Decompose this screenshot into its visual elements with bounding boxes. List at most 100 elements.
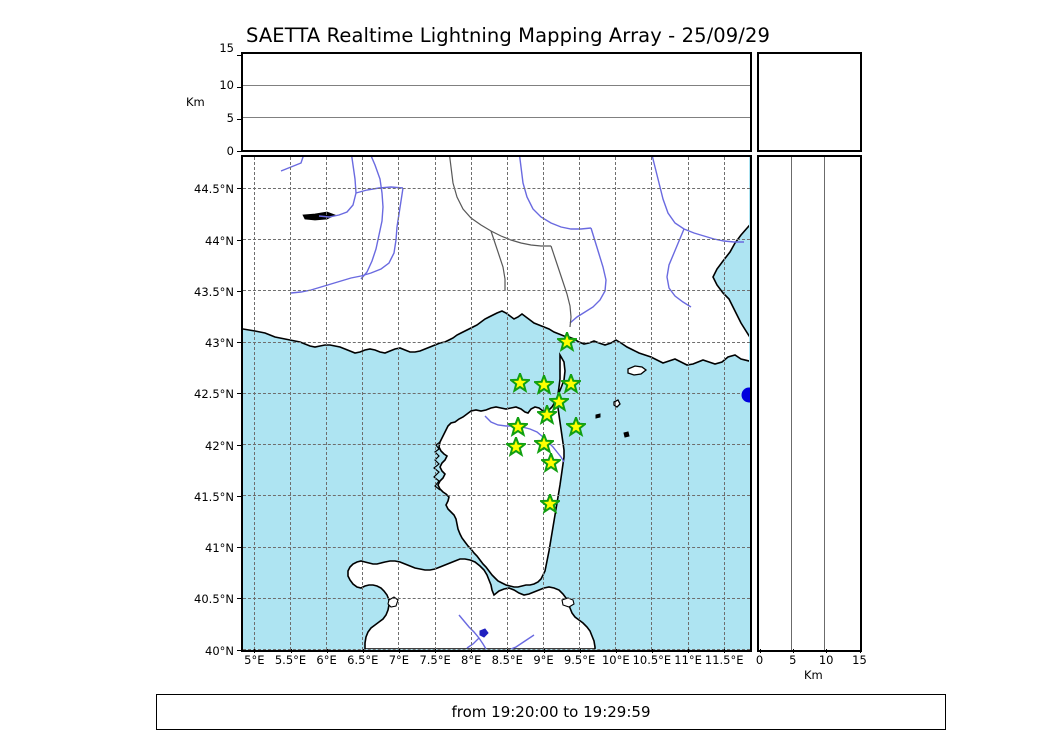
lat-tick-label: 43°N [205, 336, 234, 350]
lma-station-marker[interactable] [539, 450, 563, 477]
border-france-italy [449, 157, 551, 247]
lat-tick-label: 40.5°N [194, 592, 234, 607]
side-gridline-5 [791, 157, 792, 650]
gridline-lon-10 [615, 157, 617, 650]
page-title: SAETTA Realtime Lightning Mapping Array … [246, 24, 770, 47]
gridline-lat-40.5 [243, 597, 750, 599]
side-tick-label: 10 [818, 653, 834, 667]
side-tick-label: 0 [755, 653, 764, 667]
tick-side-km [792, 649, 794, 653]
island-pianosa [595, 413, 601, 419]
gridline-lon-6 [326, 157, 328, 650]
lma-station-marker[interactable] [504, 434, 528, 461]
gridline-lon-7 [398, 157, 400, 650]
lma-station-marker[interactable] [531, 372, 556, 399]
lma-station-marker[interactable] [535, 403, 560, 429]
lma-station-marker[interactable] [555, 329, 579, 356]
gridline-lon-5 [253, 157, 255, 650]
tick-lat [237, 495, 241, 497]
lat-tick-label: 41°N [205, 541, 234, 555]
gridline-lat-43.5 [243, 290, 750, 292]
tick-side-km [859, 649, 861, 653]
lma-station-marker[interactable] [563, 414, 588, 441]
altitude-tick-15: 15 [219, 41, 234, 55]
lat-tick-label: 44.5°N [194, 182, 234, 197]
tick-lon [290, 649, 292, 653]
tick-lat [237, 393, 241, 395]
altitude-gridline-10 [243, 85, 750, 86]
gridline-lon-6.5 [362, 157, 364, 650]
tick-lon [724, 649, 726, 653]
island-asinara [387, 596, 399, 608]
tick-lon [398, 649, 400, 653]
tick-lon [362, 649, 364, 653]
side-profile-panel[interactable] [757, 155, 862, 652]
gridline-lat-43 [243, 341, 750, 343]
tick-lat [237, 598, 241, 600]
river-arno [519, 157, 592, 230]
lma-station-marker[interactable] [559, 371, 583, 398]
gridline-lon-10.5 [651, 157, 653, 650]
altitude-tick-10: 10 [219, 78, 234, 92]
gridline-lon-9.5 [579, 157, 581, 650]
tick-alt [237, 118, 241, 120]
gridline-lat-44.5 [243, 187, 750, 189]
tick-lat [237, 290, 241, 292]
tick-lat [237, 547, 241, 548]
lat-tick-label: 42.5°N [194, 387, 234, 402]
tick-lon [507, 649, 509, 653]
gridline-lon-7.5 [434, 157, 436, 650]
lon-tick-label: 5°E [244, 653, 265, 667]
tick-lat [237, 239, 241, 241]
altitude-axis-label: Km [186, 95, 205, 109]
tick-alt [237, 54, 241, 56]
lma-station-marker[interactable] [547, 389, 571, 416]
gridline-lon-11 [687, 157, 689, 650]
tick-lon [688, 649, 690, 653]
island-elba [627, 365, 648, 376]
lma-station-marker[interactable] [508, 370, 532, 397]
side-tick-label: 15 [852, 653, 867, 667]
lon-tick-label: 10.5°E [632, 653, 672, 667]
gridline-lon-8.5 [506, 157, 508, 650]
tick-lat [237, 342, 241, 343]
lma-station-marker[interactable] [531, 431, 556, 458]
altitude-tick-0: 0 [226, 144, 234, 158]
gridline-lat-44 [243, 239, 750, 240]
tick-lon [471, 649, 473, 653]
tick-lon [254, 649, 256, 653]
lon-tick-label: 6.5°E [347, 653, 379, 667]
lon-tick-label: 9.5°E [563, 653, 596, 667]
lat-tick-label: 42°N [205, 438, 234, 453]
tick-lon [615, 649, 617, 653]
gridline-lat-40 [243, 649, 750, 650]
tick-lon [435, 649, 437, 653]
tick-side-km [826, 649, 828, 653]
river-sardinia-coghinas [458, 614, 487, 649]
map-geography [243, 157, 749, 649]
map-panel[interactable] [241, 155, 752, 652]
lake-sardinia-coghinas [479, 628, 489, 638]
tick-lon [579, 649, 581, 653]
gridline-lat-41 [243, 546, 750, 548]
lon-tick-label: 7.5°E [419, 653, 451, 667]
island-maddalena [561, 597, 575, 608]
tick-lon [651, 649, 653, 653]
map-canvas[interactable] [243, 157, 750, 650]
river-sardinia-tirso [466, 637, 480, 649]
tick-alt [237, 150, 241, 152]
lon-tick-label: 8.5°E [491, 653, 523, 667]
river-var [290, 187, 404, 294]
altitude-profile-panel[interactable] [241, 52, 752, 152]
lma-station-marker[interactable] [537, 491, 562, 518]
altitude-gridline-5 [243, 117, 750, 118]
landmass-continental-europe [243, 157, 749, 366]
status-bar[interactable]: from 19:20:00 to 19:29:59 [156, 694, 946, 730]
altitude-tick-5: 5 [226, 111, 234, 125]
border-region-italy-1 [550, 245, 572, 328]
tick-lat [237, 649, 241, 651]
lma-station-marker[interactable] [506, 414, 531, 441]
tick-lon [326, 649, 328, 653]
vhf-source-marker[interactable] [741, 387, 750, 403]
